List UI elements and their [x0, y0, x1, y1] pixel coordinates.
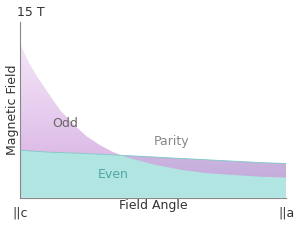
Text: Odd: Odd [52, 117, 78, 130]
X-axis label: Field Angle: Field Angle [119, 199, 188, 212]
Text: ||c: ||c [12, 207, 28, 220]
Text: 15 T: 15 T [17, 5, 45, 18]
Text: ||a: ||a [278, 207, 294, 220]
Text: Even: Even [98, 169, 129, 181]
Text: Parity: Parity [154, 135, 190, 148]
Y-axis label: Magnetic Field: Magnetic Field [6, 65, 19, 155]
Polygon shape [20, 150, 286, 198]
